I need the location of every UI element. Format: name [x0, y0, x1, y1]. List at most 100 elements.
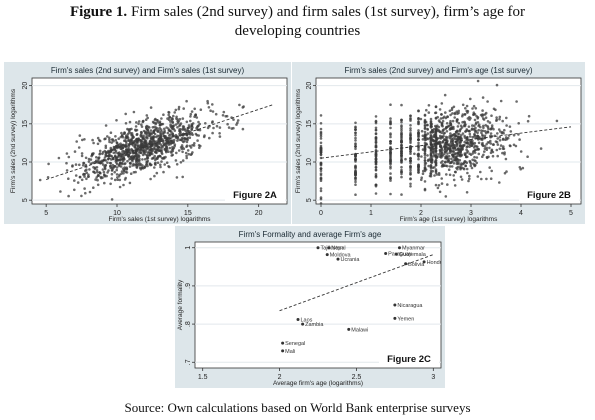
chart-1-point	[112, 165, 116, 169]
chart-2-point	[417, 141, 420, 145]
chart-1-point	[194, 113, 197, 117]
chart-1-point	[143, 141, 146, 145]
chart-1-point	[198, 146, 201, 150]
chart-1-point	[136, 140, 139, 144]
chart-1-point	[151, 126, 155, 129]
chart-2-point	[417, 118, 420, 121]
chart-1-point	[179, 131, 182, 135]
chart-2-point	[473, 118, 477, 122]
chart-2-point	[426, 159, 430, 163]
chart-1-point	[158, 149, 161, 152]
chart-2-point	[498, 181, 501, 184]
chart-2-point	[505, 124, 508, 127]
chart-1-point	[83, 187, 86, 190]
chart-1-point	[193, 107, 196, 111]
chart-2-point	[488, 146, 491, 150]
chart-1-point	[83, 175, 86, 178]
chart-1-point	[172, 146, 176, 150]
chart-1-point	[181, 133, 184, 137]
chart-1-point	[137, 122, 140, 126]
chart-2-point	[426, 137, 430, 141]
chart-2-point	[423, 156, 427, 160]
chart-2-point	[447, 143, 451, 146]
chart-2-point	[444, 195, 448, 198]
chart-1-point	[152, 156, 155, 160]
chart-1-point	[168, 134, 171, 137]
chart-2-point	[446, 183, 449, 186]
chart-1-point	[46, 176, 50, 179]
chart-1-point	[111, 168, 114, 172]
chart-2-point	[461, 103, 465, 107]
figure-title-text: Firm sales (2nd survey) and firm sales (…	[130, 4, 526, 20]
chart-2-point	[468, 143, 472, 147]
chart-1-point	[92, 141, 95, 145]
chart-2-point	[504, 157, 508, 161]
chart-2-point	[441, 119, 445, 123]
chart-1-point	[148, 133, 151, 137]
chart-2-point	[460, 138, 463, 141]
chart-2-point	[417, 157, 420, 161]
chart-2-point	[420, 178, 423, 182]
chart-3-point	[384, 251, 388, 255]
chart-3-point-label: Senegal	[285, 341, 305, 347]
chart-1-point	[80, 154, 84, 158]
chart-1-point	[118, 173, 121, 177]
chart-1-point	[38, 178, 42, 182]
chart-2-point	[417, 148, 420, 152]
chart-1-point	[145, 132, 148, 135]
chart-2-point	[443, 93, 447, 97]
chart-1-point	[181, 159, 185, 162]
chart-1-point	[129, 172, 133, 175]
chart-2-point	[429, 174, 433, 178]
chart-2-point	[389, 154, 392, 157]
chart-2-point	[319, 144, 323, 148]
chart-1-point	[125, 171, 129, 174]
chart-2-point	[464, 164, 467, 168]
chart-2-point	[354, 180, 357, 184]
chart-2-point	[319, 135, 323, 138]
chart-1-point	[186, 136, 189, 140]
chart-2-point	[417, 134, 420, 138]
chart-2-point	[481, 155, 484, 158]
chart-2-point	[475, 156, 479, 159]
chart-1-point	[167, 111, 171, 114]
chart-2-point	[469, 162, 473, 165]
chart-1-point	[159, 163, 162, 167]
chart-2-point	[480, 131, 483, 135]
chart-2-point	[482, 117, 485, 120]
chart-1-point	[76, 181, 80, 184]
chart-1-point	[197, 120, 200, 124]
chart-2-point	[527, 114, 531, 118]
chart-2-point	[440, 102, 444, 105]
chart-2-point	[389, 117, 392, 120]
chart-2-point	[465, 128, 468, 131]
chart-2-point	[465, 151, 469, 154]
chart-1-point	[104, 146, 108, 149]
chart-1-point	[152, 139, 155, 143]
chart-2-point	[459, 127, 463, 131]
chart-1-point	[108, 140, 111, 144]
chart-2-point	[477, 147, 481, 151]
chart-3-ytick-label: .9	[185, 283, 192, 289]
chart-1-point	[120, 162, 124, 166]
chart-1-point	[132, 171, 136, 174]
chart-2-point	[374, 132, 378, 135]
chart-1-point	[65, 161, 68, 165]
chart-1-point	[92, 186, 95, 189]
chart-1-point	[146, 128, 150, 132]
chart-1-point	[109, 131, 113, 134]
chart-1-point	[156, 161, 160, 164]
chart-2-point	[481, 115, 484, 118]
figure-title: Figure 1. Firm sales (2nd survey) and fi…	[0, 3, 595, 41]
chart-2-point	[389, 142, 392, 145]
chart-2-point	[417, 131, 420, 135]
chart-2-xtick-label: 5	[569, 210, 573, 217]
chart-1-point	[84, 156, 88, 160]
chart-1-point	[78, 163, 81, 167]
chart-2-point	[490, 124, 494, 127]
chart-2-ytick-label: 20	[306, 82, 313, 90]
chart-2-point	[417, 153, 420, 157]
chart-2-point	[441, 128, 445, 132]
chart-2-point	[476, 79, 480, 83]
chart-2-point	[429, 131, 432, 134]
